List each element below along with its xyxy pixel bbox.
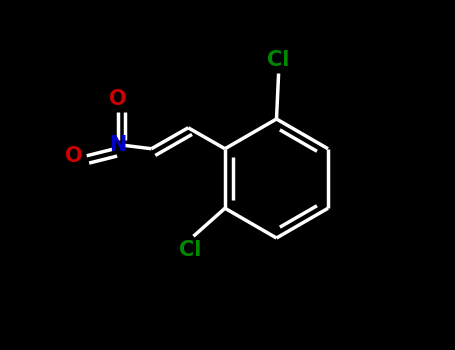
Text: Cl: Cl	[179, 239, 201, 260]
Text: O: O	[109, 89, 127, 109]
Text: N: N	[110, 135, 127, 155]
Text: O: O	[65, 146, 82, 166]
Text: Cl: Cl	[268, 50, 290, 70]
